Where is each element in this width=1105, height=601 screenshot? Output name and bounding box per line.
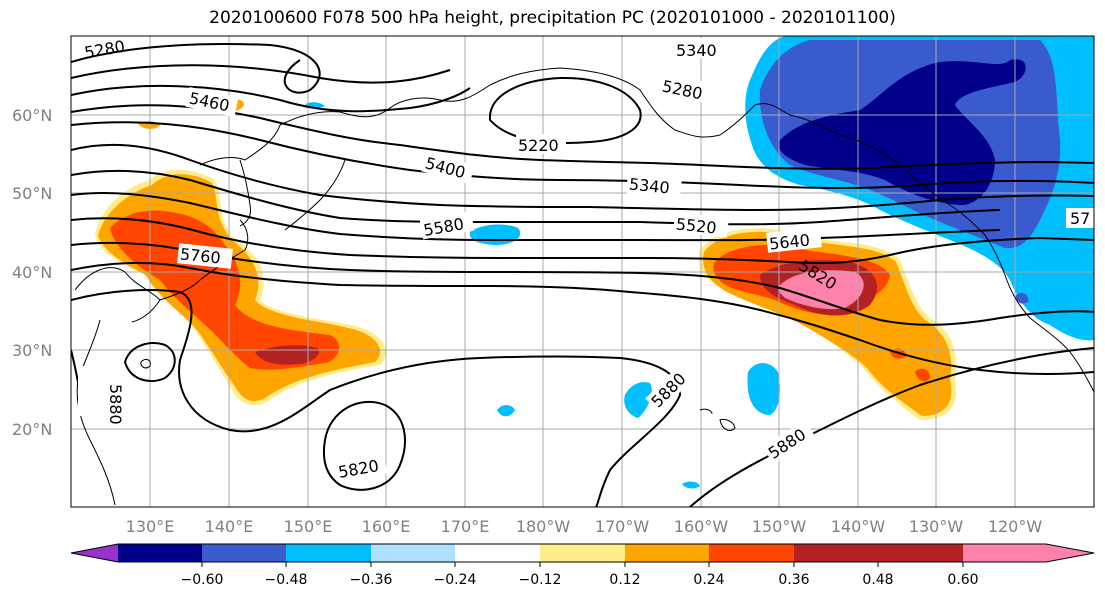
lon-label: 120°W [988,517,1043,536]
lat-label: 50°N [12,184,52,203]
map-frame [70,35,1095,508]
lon-label: 150°E [284,517,333,536]
colorbar-tick-label: 0.36 [778,572,809,588]
lon-label: 170°W [595,517,650,536]
lon-labels: 130°E 140°E 150°E 160°E 170°E 180°W 170°… [126,517,1043,536]
lat-labels: 60°N 50°N 40°N 30°N 20°N [12,106,52,439]
lon-label: 160°W [674,517,729,536]
colorbar-tick-label: 0.48 [862,572,893,588]
colorbar-segment [540,544,625,562]
colorbar-tick-label: −0.12 [519,572,562,588]
colorbar-tick-label: −0.36 [350,572,393,588]
lon-label: 160°E [362,517,411,536]
map-panel [71,36,1094,507]
colorbar-under-arrow [71,544,118,562]
colorbar-tick-label: 0.60 [947,572,978,588]
lon-label: 140°E [205,517,254,536]
colorbar-over-arrow-tip [963,544,1094,562]
colorbar-tick-label: 0.12 [609,572,640,588]
colorbar-segment [202,544,286,562]
colorbar-segment [625,544,709,562]
lat-label: 30°N [12,341,52,360]
precip-positive-pacific [698,228,957,420]
contour-label: 57 [1070,209,1090,228]
colorbar [70,543,1095,563]
lat-label: 20°N [12,420,52,439]
colorbar-segment [371,544,455,562]
contour-label: 5880 [106,384,125,425]
colorbar-segment [794,544,878,562]
lon-label: 180°W [516,517,571,536]
lon-label: 130°E [126,517,175,536]
contour-label: 5760 [179,244,221,267]
lat-label: 40°N [12,263,52,282]
lon-label: 130°W [909,517,964,536]
colorbar-tick-label: −0.24 [434,572,477,588]
contour-label: 5520 [675,214,717,237]
contour-label: 5640 [768,230,810,253]
colorbar-tick-label: 0.24 [693,572,724,588]
colorbar-outline [70,543,1095,563]
precip-positive-asia [95,95,386,406]
colorbar-segment [455,544,540,562]
colorbar-tick-label: −0.60 [181,572,224,588]
lat-label: 60°N [12,106,52,125]
colorbar-segment [709,544,794,562]
colorbar-segment [286,544,371,562]
contour-label: 5220 [518,136,559,155]
colorbar-ticks: −0.60 −0.48 −0.36 −0.24 −0.12 0.12 0.24 … [181,562,979,588]
colorbar-tick-label: −0.48 [265,572,308,588]
lon-label: 170°E [441,517,490,536]
contour-label: 5340 [628,174,670,197]
contour-label: 5340 [676,41,717,60]
lon-label: 140°W [831,517,886,536]
colorbar-segment [118,544,202,562]
contour-labels: 5280 5340 5280 5460 5220 5400 5340 5580 … [78,27,1094,483]
map-title: 2020100600 F078 500 hPa height, precipit… [209,8,896,28]
colorbar-over-arrow [878,544,963,562]
lon-label: 150°W [752,517,807,536]
